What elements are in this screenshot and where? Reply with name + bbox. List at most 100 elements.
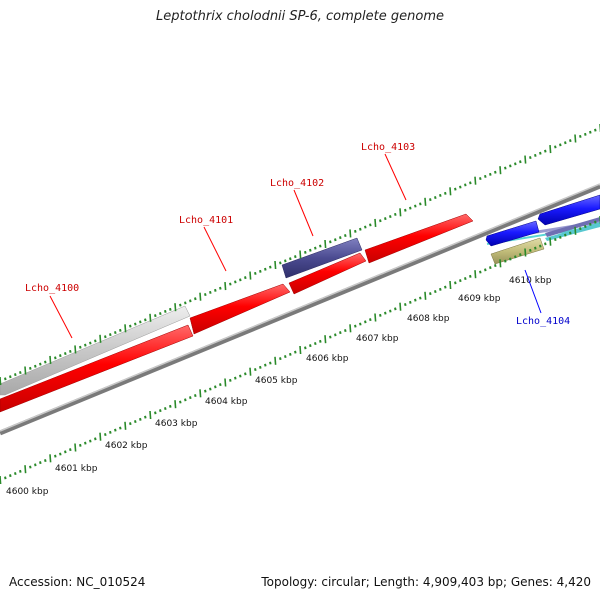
outer-tick	[579, 134, 582, 138]
inner-tick	[179, 400, 182, 404]
inner-tick	[439, 287, 442, 291]
inner-tick	[539, 244, 542, 248]
outer-tick	[24, 366, 27, 375]
inner-tick	[254, 368, 257, 372]
rna-gene-feature[interactable]	[281, 237, 363, 279]
inner-tick	[159, 409, 162, 413]
inner-tick	[474, 270, 477, 279]
inner-tick	[584, 225, 587, 229]
outer-tick	[329, 240, 332, 244]
outer-tick	[469, 181, 472, 185]
inner-tick	[524, 248, 527, 257]
inner-tick	[29, 465, 32, 469]
inner-tick	[234, 376, 237, 380]
outer-tick	[339, 236, 342, 240]
outer-tick	[194, 297, 197, 301]
inner-tick	[329, 335, 332, 339]
inner-tick	[14, 472, 17, 476]
inner-tick	[399, 302, 402, 311]
outer-tick	[459, 185, 462, 189]
outer-tick	[174, 303, 177, 312]
gene-label-lcho-4104[interactable]: Lcho_4104	[516, 316, 570, 327]
other-feature[interactable]	[490, 237, 545, 265]
inner-tick	[579, 227, 582, 231]
outer-tick	[124, 324, 127, 333]
outer-tick	[334, 238, 337, 242]
outer-tick	[39, 362, 42, 366]
label-leader-line	[384, 153, 407, 201]
inner-tick	[264, 363, 267, 367]
inner-tick	[74, 443, 77, 452]
inner-tick	[184, 398, 187, 402]
gene-feature-reverse-thin[interactable]	[545, 217, 600, 237]
inner-tick	[384, 311, 387, 315]
outer-tick	[474, 176, 477, 185]
inner-tick	[379, 313, 382, 317]
inner-tick	[39, 461, 42, 465]
inner-tick	[219, 383, 222, 387]
outer-tick	[189, 299, 192, 303]
outer-tick	[314, 246, 317, 250]
gene-feature-lcho-4104[interactable]	[485, 220, 540, 247]
outer-tick	[499, 166, 502, 175]
outer-tick	[109, 333, 112, 337]
scale-label: 4609 kbp	[458, 294, 501, 304]
pseudo-gene-feature[interactable]	[0, 305, 191, 396]
inner-tick	[149, 410, 152, 420]
outer-tick	[399, 208, 402, 217]
outer-tick	[94, 339, 97, 343]
inner-tick	[349, 324, 352, 333]
inner-tick	[49, 454, 52, 463]
inner-tick	[224, 378, 227, 387]
gene-label-lcho-4101[interactable]: Lcho_4101	[179, 215, 233, 226]
outer-tick	[184, 301, 187, 305]
outer-tick	[229, 282, 232, 286]
gene-feature-lcho-4102[interactable]	[288, 252, 367, 295]
outer-tick	[234, 280, 237, 284]
outer-tick	[254, 271, 257, 275]
outer-tick	[309, 248, 312, 252]
inner-tick	[534, 246, 537, 250]
inner-tick	[419, 296, 422, 300]
outer-tick	[264, 267, 267, 271]
backbone	[0, 183, 600, 436]
gene-label-lcho-4102[interactable]: Lcho_4102	[270, 178, 324, 189]
inner-tick	[374, 313, 377, 322]
outer-tick	[484, 174, 487, 178]
inner-tick	[519, 253, 522, 257]
gene-feature-lcho-4103[interactable]	[364, 213, 474, 264]
scale-label: 4604 kbp	[205, 397, 248, 407]
outer-tick	[394, 212, 397, 216]
inner-tick	[59, 452, 62, 456]
outer-tick	[239, 278, 242, 282]
outer-tick	[274, 260, 277, 270]
inner-tick	[529, 248, 532, 252]
gene-feature-lcho-4101[interactable]	[189, 283, 291, 335]
inner-tick	[324, 335, 327, 344]
outer-tick	[54, 356, 57, 360]
outer-tick	[384, 217, 387, 221]
inner-tick	[199, 389, 202, 398]
outer-tick	[454, 187, 457, 191]
outer-tick	[584, 132, 587, 136]
inner-tick	[139, 417, 142, 421]
outer-tick	[179, 303, 182, 307]
label-leader-line	[293, 189, 314, 237]
scale-label: 4601 kbp	[55, 464, 98, 474]
gene-label-lcho-4103[interactable]: Lcho_4103	[361, 142, 415, 153]
gene-feature-reverse[interactable]	[537, 194, 600, 226]
gene-label-lcho-4100[interactable]: Lcho_4100	[25, 283, 79, 294]
inner-tick	[129, 422, 132, 426]
inner-tick	[34, 463, 37, 467]
label-leader-line	[524, 269, 542, 314]
outer-tick	[354, 229, 357, 233]
outer-tick	[279, 261, 282, 265]
scale-label: 4610 kbp	[509, 276, 552, 286]
inner-tick	[424, 291, 427, 300]
inner-tick	[239, 374, 242, 378]
inner-tick	[229, 378, 232, 382]
gene-feature-lcho-4100[interactable]	[0, 324, 194, 413]
outer-tick	[544, 149, 547, 153]
outer-tick	[504, 166, 507, 170]
outer-tick	[154, 314, 157, 318]
